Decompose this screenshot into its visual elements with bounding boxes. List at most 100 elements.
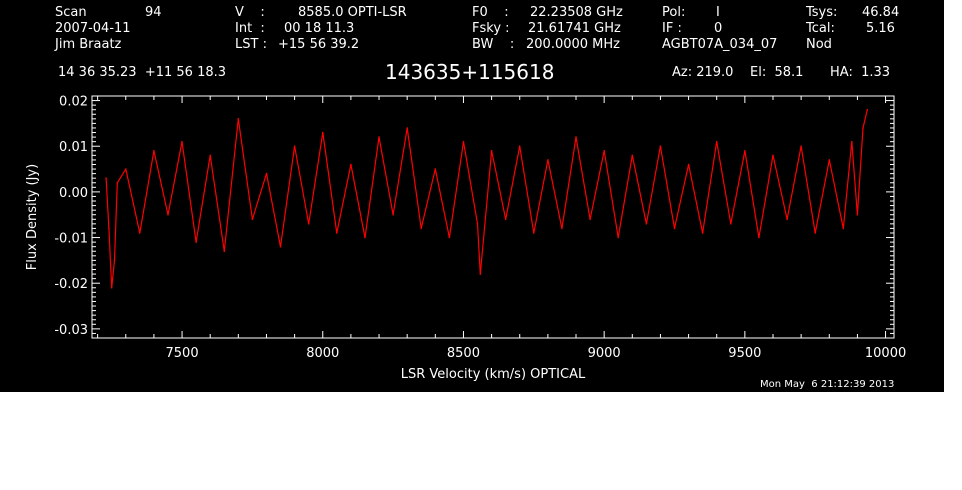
- spectrum-point: [195, 241, 197, 243]
- spectrum-chart: 7500 8000 8500 9000 9500 10000 0.02 0.01 0.00 -0.…: [25, 95, 906, 382]
- y-tick-label: -0.01: [54, 232, 88, 247]
- spectrum-point: [378, 136, 380, 138]
- spectrum-point: [866, 108, 869, 111]
- velocity-label: V :: [235, 5, 265, 20]
- if-value: 0: [714, 21, 723, 36]
- tsys-label: Tsys:: [806, 5, 838, 20]
- y-tick-label: 0.01: [59, 140, 88, 155]
- spectrum-point: [490, 150, 493, 152]
- spectrum-point: [715, 140, 718, 143]
- spectrum-point: [116, 182, 119, 184]
- if-label: IF :: [662, 21, 682, 36]
- plot-panel: Scan 94 2007-04-11 Jim Braatz V : 8585.0…: [0, 0, 944, 392]
- f0-value: 22.23508 GHz: [530, 5, 623, 20]
- int-value: 00 18 11.3: [284, 21, 355, 36]
- tcal-value: 5.16: [866, 21, 895, 36]
- spectrum-point: [105, 177, 107, 179]
- x-tick-label: 9000: [588, 346, 621, 361]
- spectrum-point: [518, 145, 521, 147]
- x-tick-label: 9500: [728, 346, 761, 361]
- y-tick-label: 0.00: [59, 186, 88, 201]
- spectrum-point: [392, 213, 394, 216]
- spectrum-point: [153, 150, 155, 152]
- spectrum-point: [479, 273, 482, 275]
- scan-label: Scan: [55, 5, 87, 20]
- pol-label: Pol:: [662, 5, 686, 20]
- spectrum-point: [744, 150, 746, 152]
- spectrum-point: [862, 127, 864, 129]
- spectrum-point: [504, 218, 507, 221]
- x-tick-label: 8000: [306, 346, 339, 361]
- y-axis-label: Flux Density (Jy): [25, 164, 40, 270]
- spectrum-series-line: [105, 109, 868, 289]
- y-tick-label: 0.02: [59, 95, 88, 110]
- spectrum-point: [533, 232, 535, 234]
- spectrum-point: [251, 218, 254, 221]
- x-tick-label: 7500: [166, 346, 199, 361]
- int-label: Int :: [235, 21, 265, 36]
- spectrum-point: [561, 227, 563, 230]
- x-axis-label: LSR Velocity (km/s) OPTICAL: [401, 367, 586, 382]
- spectrum-point: [108, 227, 110, 230]
- azimuth: Az: 219.0: [672, 65, 734, 80]
- spectrum-point: [673, 227, 676, 230]
- y-tick-label: -0.02: [54, 277, 88, 292]
- spectrum-point: [322, 131, 324, 134]
- plot-frame: [91, 95, 895, 339]
- spectrum-point: [462, 140, 465, 143]
- proc-name: Nod: [806, 37, 832, 52]
- bw-label: BW :: [472, 37, 515, 52]
- source-name: 143635+115618: [385, 60, 555, 84]
- timestamp: Mon May 6 21:12:39 2013: [760, 379, 895, 390]
- spectrum-point: [406, 127, 409, 129]
- scan-value: 94: [145, 5, 162, 20]
- spectrum-point: [603, 150, 605, 152]
- pol-value: I: [716, 5, 720, 20]
- tcal-label: Tcal:: [806, 21, 835, 36]
- spectrum-point: [800, 145, 802, 147]
- spectrum-point: [223, 250, 226, 252]
- y-tick-label: -0.03: [54, 323, 88, 338]
- spectrum-point: [828, 159, 831, 161]
- spectrum-point: [687, 163, 690, 166]
- spectrum-point: [420, 227, 423, 230]
- spectrum-point: [113, 259, 116, 262]
- obs-date: 2007-04-11: [55, 21, 131, 36]
- spectrum-point: [336, 232, 338, 234]
- spectrum-point: [364, 236, 366, 239]
- fsky-value: 21.61741 GHz: [528, 21, 621, 36]
- bw-value: 200.0000 MHz: [526, 37, 620, 52]
- lst-value: +15 56 39.2: [278, 37, 360, 52]
- spectrum-point: [575, 136, 577, 138]
- spectrum-point: [701, 232, 704, 234]
- elevation: El: 58.1: [750, 65, 804, 80]
- tsys-value: 46.84: [862, 5, 900, 20]
- spectrum-point: [293, 145, 296, 147]
- spectrum-point: [265, 172, 268, 175]
- spectrum-point: [786, 218, 788, 221]
- spectrum-point: [181, 140, 183, 143]
- spectrum-point: [659, 145, 662, 147]
- spectrum-point: [547, 159, 549, 161]
- spectrum-point: [476, 223, 479, 225]
- spectrum-point: [814, 232, 816, 234]
- spectrum-point: [307, 223, 310, 225]
- spectrum-point: [842, 227, 845, 230]
- spectrum-point: [139, 232, 141, 234]
- spectrum-point: [851, 140, 853, 143]
- f0-label: F0 :: [472, 5, 509, 20]
- hour-angle: HA: 1.33: [830, 65, 891, 80]
- spectrum-point: [209, 154, 211, 157]
- spectrum-point: [350, 163, 352, 166]
- x-tick-label: 10000: [865, 346, 906, 361]
- spectrum-point: [448, 236, 451, 239]
- spectrum-point: [645, 223, 648, 225]
- project-id: AGBT07A_034_07: [662, 37, 778, 52]
- spectrum-point: [434, 168, 437, 170]
- spectrum-point: [589, 218, 591, 221]
- spectrum-point: [631, 154, 634, 157]
- lst-label: LST :: [235, 37, 267, 52]
- spectrum-point: [125, 168, 127, 170]
- spectrum-point: [110, 287, 113, 289]
- spectrum-point: [856, 213, 859, 216]
